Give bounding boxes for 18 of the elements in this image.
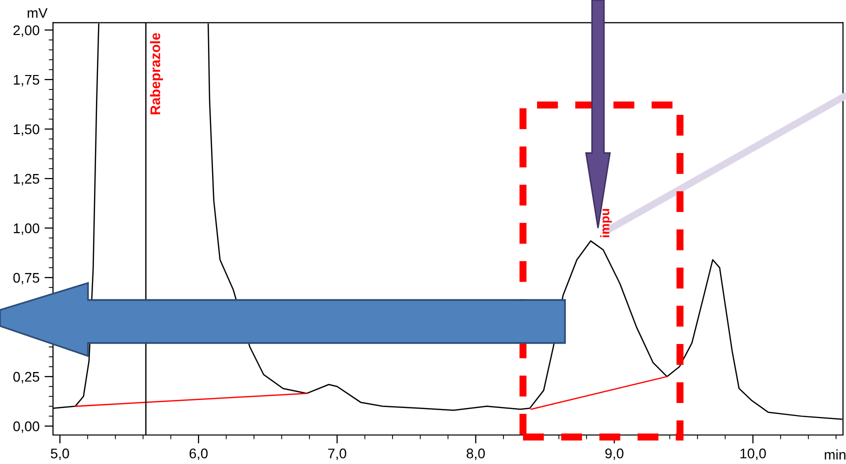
annotation: impu <box>600 208 612 238</box>
x-axis-title: min <box>824 449 846 460</box>
y-tick-label: 1,50 <box>14 124 40 136</box>
y-tick-label: 1,00 <box>14 223 40 235</box>
y-tick-label: 2,00 <box>13 25 40 37</box>
x-tick-label: 6,0 <box>190 448 208 460</box>
x-tick-label: 5,0 <box>50 448 70 460</box>
x-tick-label: 8,0 <box>466 448 485 460</box>
y-tick-label: 0,00 <box>13 421 40 433</box>
y-axis-title: mV <box>28 8 48 18</box>
x-tick-label: 10,0 <box>740 448 766 460</box>
ref-line-label: Rabeprazole <box>150 33 163 114</box>
y-tick-label: 0,75 <box>13 272 40 284</box>
y-tick-label: 1,75 <box>14 75 40 86</box>
y-tick-label: 1,25 <box>14 174 40 186</box>
x-tick-label: 7,0 <box>328 448 346 460</box>
y-tick-label: 0,25 <box>13 372 40 384</box>
x-tick-label: 9,0 <box>605 448 624 460</box>
